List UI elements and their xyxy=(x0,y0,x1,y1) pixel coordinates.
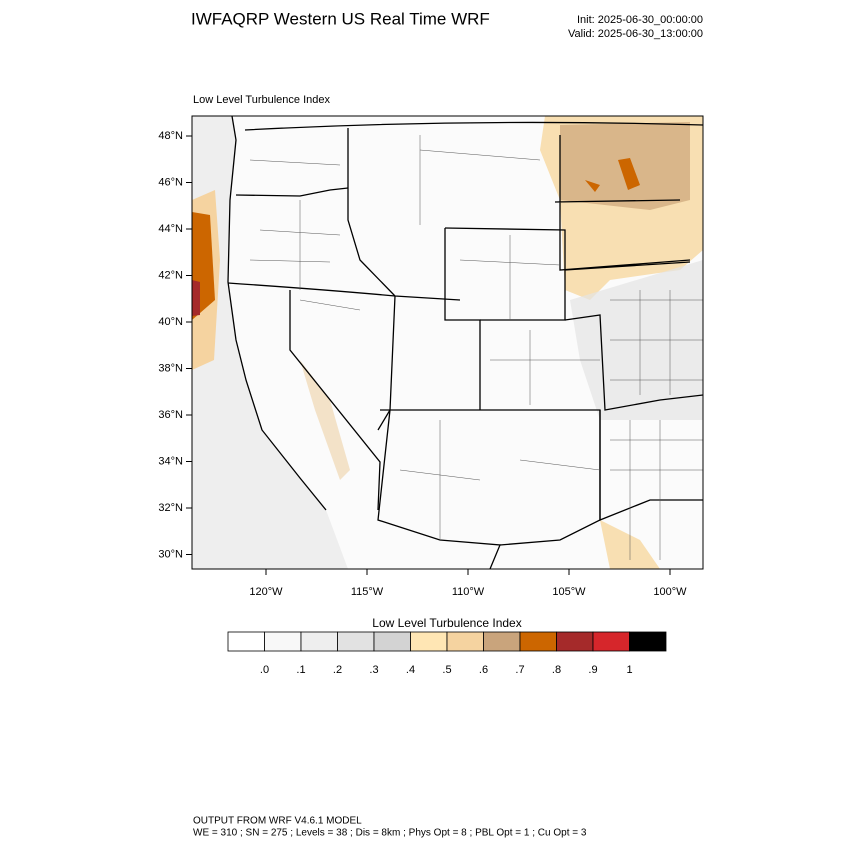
lat-label: 32°N xyxy=(158,502,183,514)
colorbar-label: .6 xyxy=(479,664,488,676)
lat-label: 38°N xyxy=(158,362,183,374)
colorbar-box xyxy=(300,631,338,652)
colorbar-box xyxy=(629,631,667,652)
colorbar-label: .9 xyxy=(588,664,597,676)
tick-group: 48°N 46°N 44°N 42°N 40°N 38°N 36°N 34°N 32°N 30°N… xyxy=(158,130,687,598)
footer-line: OUTPUT FROM WRF V4.6.1 MODEL xyxy=(193,816,362,827)
colorbar-box xyxy=(556,631,594,652)
shade xyxy=(585,158,640,192)
lon-label: 115°W xyxy=(351,586,384,598)
map-label: Low Level Turbulence Index xyxy=(193,94,330,106)
lat-label: 36°N xyxy=(158,409,183,421)
colorbar-label: .3 xyxy=(369,664,378,676)
colorbar-box xyxy=(337,631,375,652)
colorbar-label: .1 xyxy=(296,664,305,676)
map: 48°N 46°N 44°N 42°N 40°N 38°N 36°N 34°N 32°N 30°N… xyxy=(158,115,704,598)
shade xyxy=(192,280,200,316)
colorbar-box xyxy=(264,631,302,652)
colorbar-box xyxy=(519,631,557,652)
colorbar-title: Low Level Turbulence Index xyxy=(372,616,521,630)
colorbar-label: .0 xyxy=(260,664,269,676)
colorbar-box xyxy=(446,631,484,652)
colorbar-label: .4 xyxy=(406,664,415,676)
colorbar-box xyxy=(410,631,448,652)
lat-label: 42°N xyxy=(158,269,183,281)
colorbar-label: .2 xyxy=(333,664,342,676)
footer-line: WE = 310 ; SN = 275 ; Levels = 38 ; Dis … xyxy=(193,828,587,839)
counties xyxy=(249,135,703,560)
colorbar-box xyxy=(227,631,265,652)
colorbar-box xyxy=(483,631,521,652)
lat-label: 44°N xyxy=(158,223,183,235)
lon-label: 120°W xyxy=(249,586,283,598)
map-frame xyxy=(191,115,704,570)
shade xyxy=(300,360,350,480)
colorbar-box xyxy=(373,631,411,652)
lat-label: 30°N xyxy=(158,548,183,560)
colorbar-label: .5 xyxy=(442,664,451,676)
title: IWFAQRP Western US Real Time WRF xyxy=(191,9,490,28)
lat-label: 48°N xyxy=(158,130,183,142)
lat-label: 34°N xyxy=(158,455,183,467)
colorbar-label: .7 xyxy=(515,664,524,676)
valid-time: Valid: 2025-06-30_13:00:00 xyxy=(568,28,703,40)
colorbar-label: .8 xyxy=(552,664,561,676)
colorbar-box xyxy=(592,631,630,652)
colorbar-label: 1 xyxy=(626,664,632,676)
lat-label: 46°N xyxy=(158,176,183,188)
lon-label: 100°W xyxy=(653,586,687,598)
lon-label: 105°W xyxy=(552,586,586,598)
borders xyxy=(227,116,703,569)
init-time: Init: 2025-06-30_00:00:00 xyxy=(577,14,703,26)
colorbar: .0 .1 .2 .3 .4 .5 .6 .7 .8 .9 1 xyxy=(227,631,667,676)
lat-label: 40°N xyxy=(158,316,183,328)
lon-label: 110°W xyxy=(452,586,485,598)
